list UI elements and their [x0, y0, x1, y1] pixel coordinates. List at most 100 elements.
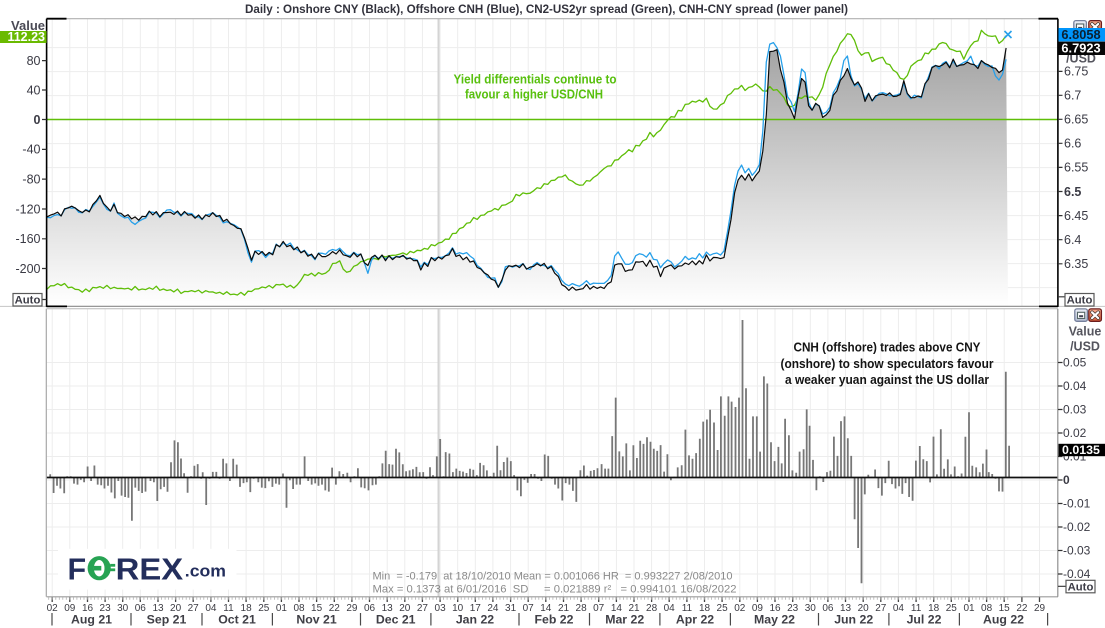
svg-text:6.7: 6.7 [1064, 89, 1081, 103]
svg-text:27: 27 [188, 603, 200, 614]
svg-text:6.65: 6.65 [1064, 113, 1088, 127]
svg-text:15: 15 [311, 603, 323, 614]
svg-text:6.35: 6.35 [1064, 257, 1088, 271]
svg-text:13: 13 [152, 603, 164, 614]
svg-text:06: 06 [822, 603, 834, 614]
svg-text:15: 15 [999, 603, 1011, 614]
svg-text:14: 14 [540, 603, 552, 614]
svg-text:40: 40 [27, 83, 41, 97]
svg-text:07: 07 [523, 603, 535, 614]
svg-text:-160: -160 [15, 232, 40, 246]
svg-text:Jan 22: Jan 22 [456, 613, 494, 627]
svg-text:-0.04: -0.04 [1063, 567, 1091, 581]
svg-text:Max = 0.1373 at 6/01/2016 SD: Max = 0.1373 at 6/01/2016 SD = 0.021889 … [373, 584, 737, 596]
svg-text:10: 10 [452, 603, 464, 614]
svg-text:14: 14 [611, 603, 623, 614]
svg-text:20: 20 [170, 603, 182, 614]
svg-text:24: 24 [487, 603, 499, 614]
svg-text:28: 28 [576, 603, 588, 614]
svg-text:01: 01 [276, 603, 288, 614]
svg-text:0.0135: 0.0135 [1062, 443, 1100, 457]
svg-text:22: 22 [1016, 603, 1028, 614]
svg-text:25: 25 [946, 603, 958, 614]
svg-text:0.04: 0.04 [1063, 379, 1087, 393]
svg-text:08: 08 [981, 603, 993, 614]
svg-text:0: 0 [34, 113, 41, 127]
svg-text:06: 06 [135, 603, 147, 614]
svg-text:Apr 22: Apr 22 [676, 613, 714, 627]
svg-text:80: 80 [27, 54, 41, 68]
svg-text:30: 30 [805, 603, 817, 614]
svg-text:25: 25 [258, 603, 270, 614]
svg-text:0.02: 0.02 [1063, 426, 1087, 440]
svg-text:11: 11 [911, 603, 922, 614]
svg-text:Dec 21: Dec 21 [376, 613, 416, 627]
svg-text:23: 23 [787, 603, 799, 614]
svg-text:-120: -120 [15, 202, 40, 216]
svg-text:29: 29 [1034, 603, 1046, 614]
svg-text:6.6: 6.6 [1064, 137, 1081, 151]
svg-text:-80: -80 [22, 172, 40, 186]
svg-text:16: 16 [769, 603, 781, 614]
svg-text:/USD: /USD [1070, 340, 1100, 354]
svg-text:Jul 22: Jul 22 [907, 613, 942, 627]
svg-text:0.03: 0.03 [1063, 403, 1087, 417]
svg-text:Daily : Onshore CNY (Black), O: Daily : Onshore CNY (Black), Offshore CN… [245, 2, 848, 16]
svg-text:20: 20 [399, 603, 411, 614]
svg-text:6.45: 6.45 [1064, 209, 1088, 223]
svg-text:27: 27 [875, 603, 887, 614]
svg-text:Aug 21: Aug 21 [71, 613, 112, 627]
svg-text:6.5: 6.5 [1064, 185, 1081, 199]
svg-text:21: 21 [558, 603, 570, 614]
svg-text:30: 30 [117, 603, 129, 614]
svg-text:02: 02 [47, 603, 59, 614]
svg-text:13: 13 [382, 603, 394, 614]
svg-text:-40: -40 [22, 143, 40, 157]
svg-text:03: 03 [435, 603, 447, 614]
svg-text:Value: Value [11, 18, 45, 33]
svg-text:01: 01 [963, 603, 975, 614]
svg-text:.com: .com [185, 562, 226, 581]
svg-text:25: 25 [717, 603, 729, 614]
svg-text:09: 09 [752, 603, 764, 614]
svg-text:0: 0 [1063, 473, 1070, 487]
svg-text:6.4: 6.4 [1064, 233, 1081, 247]
svg-text:06: 06 [364, 603, 376, 614]
svg-text:17: 17 [470, 603, 482, 614]
svg-text:02: 02 [734, 603, 746, 614]
svg-text:Aug 22: Aug 22 [983, 613, 1024, 627]
svg-text:-0.02: -0.02 [1063, 520, 1091, 534]
svg-text:6.75: 6.75 [1064, 65, 1088, 79]
svg-text:-0.01: -0.01 [1063, 497, 1091, 511]
svg-text:04: 04 [205, 603, 217, 614]
svg-text:18: 18 [241, 603, 253, 614]
svg-text:Auto: Auto [15, 295, 41, 307]
svg-text:CNH (offshore) trades above CN: CNH (offshore) trades above CNY [794, 341, 982, 355]
svg-text:16: 16 [82, 603, 94, 614]
svg-text:08: 08 [293, 603, 305, 614]
svg-text:31: 31 [505, 603, 517, 614]
svg-text:13: 13 [840, 603, 852, 614]
svg-text:REX: REX [116, 552, 184, 586]
svg-text:6.8058: 6.8058 [1061, 27, 1100, 42]
svg-text:Sep 21: Sep 21 [147, 613, 187, 627]
svg-text:Min = -0.179 at 18/10/2010 M: Min = -0.179 at 18/10/2010 Mean = 0.0010… [373, 571, 733, 583]
svg-text:09: 09 [64, 603, 76, 614]
svg-text:27: 27 [417, 603, 429, 614]
svg-text:20: 20 [858, 603, 870, 614]
svg-text:-200: -200 [15, 262, 40, 276]
svg-text:(onshore) to show speculators: (onshore) to show speculators favour [781, 357, 994, 371]
svg-text:07: 07 [593, 603, 605, 614]
svg-text:23: 23 [100, 603, 112, 614]
svg-text:21: 21 [628, 603, 640, 614]
svg-text:favour a higher USD/CNH: favour a higher USD/CNH [465, 88, 603, 102]
svg-text:6.7923: 6.7923 [1061, 41, 1100, 56]
svg-text:Nov 21: Nov 21 [296, 613, 336, 627]
svg-text:-0.03: -0.03 [1063, 544, 1091, 558]
svg-text:Oct 21: Oct 21 [218, 613, 256, 627]
svg-text:11: 11 [682, 603, 693, 614]
svg-text:112.23: 112.23 [7, 30, 45, 44]
svg-text:22: 22 [329, 603, 341, 614]
svg-text:Mar 22: Mar 22 [605, 613, 644, 627]
svg-text:04: 04 [893, 603, 905, 614]
